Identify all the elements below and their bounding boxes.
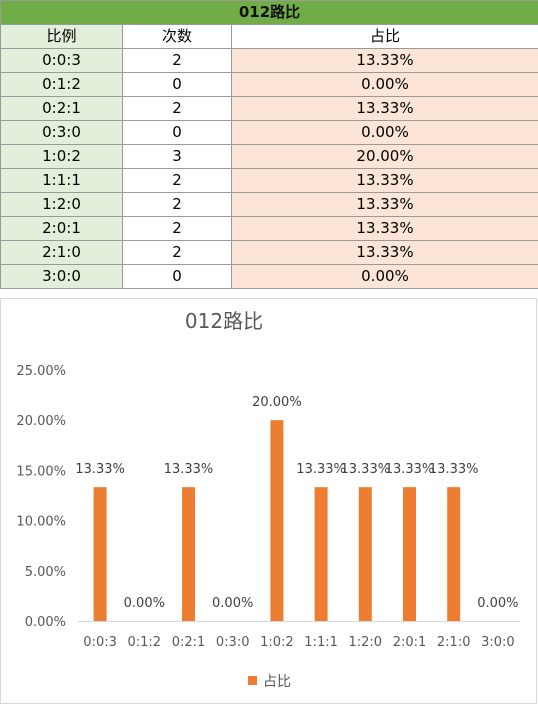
pct-cell[interactable]: 0.00% (230, 72, 538, 97)
ratio-cell[interactable]: 0:0:3 (0, 48, 123, 73)
y-tick-label: 10.00% (16, 515, 66, 530)
ratio-cell[interactable]: 1:0:2 (0, 144, 123, 169)
count-cell[interactable]: 2 (122, 216, 232, 241)
count-cell[interactable]: 3 (122, 144, 232, 169)
y-tick-label: 15.00% (16, 464, 66, 479)
pct-cell[interactable]: 0.00% (230, 120, 538, 145)
table-row: 3:0:0 0 0.00% (0, 264, 538, 289)
ratio-cell[interactable]: 2:1:0 (0, 240, 123, 265)
y-tick-label: 20.00% (16, 414, 66, 429)
pct-cell[interactable]: 13.33% (230, 192, 538, 217)
ratio-cell[interactable]: 1:2:0 (0, 192, 123, 217)
x-tick-label: 2:0:1 (393, 635, 427, 650)
legend-swatch (248, 676, 257, 685)
x-tick-label: 1:1:1 (304, 635, 338, 650)
x-tick-label: 1:2:0 (349, 635, 383, 650)
bar (182, 487, 195, 621)
pct-cell[interactable]: 20.00% (230, 144, 538, 169)
legend-label: 占比 (263, 674, 291, 690)
bar (314, 487, 328, 621)
data-table: 012路比 比例 次数 占比 0:0:3 2 13.33% 0:1:2 0 0.00% 0:… (0, 0, 538, 289)
count-cell[interactable]: 2 (122, 240, 232, 265)
ratio-cell[interactable]: 2:0:1 (0, 216, 123, 241)
data-label: 13.33% (164, 462, 214, 477)
table-row: 1:2:0 2 13.33% (0, 192, 538, 217)
x-tick-label: 0:2:1 (172, 635, 206, 650)
data-label: 0.00% (124, 596, 165, 611)
data-label: 13.33% (429, 462, 479, 477)
data-label: 13.33% (341, 462, 391, 477)
bar-chart[interactable]: 012路比 0.00% 5.00% 10.00% 15.00% 20.00% 25.00% 1… (0, 298, 537, 704)
pct-cell[interactable]: 0.00% (230, 264, 538, 289)
bar (358, 487, 372, 621)
count-cell[interactable]: 0 (122, 264, 232, 289)
table-row: 1:1:1 2 13.33% (0, 168, 538, 193)
header-pct[interactable]: 占比 (230, 24, 538, 49)
chart-title: 012路比 (185, 309, 263, 333)
ratio-cell[interactable]: 0:2:1 (0, 96, 123, 121)
bar (447, 487, 461, 621)
data-label: 13.33% (296, 462, 346, 477)
x-tick-label: 0:3:0 (216, 635, 250, 650)
y-tick-label: 0.00% (25, 615, 66, 630)
count-cell[interactable]: 2 (122, 48, 232, 73)
count-cell[interactable]: 0 (122, 72, 232, 97)
x-tick-label: 2:1:0 (437, 635, 471, 650)
header-ratio[interactable]: 比例 (0, 24, 123, 49)
table-row: 0:3:0 0 0.00% (0, 120, 538, 145)
table-row: 0:2:1 2 13.33% (0, 96, 538, 121)
ratio-cell[interactable]: 1:1:1 (0, 168, 123, 193)
pct-cell[interactable]: 13.33% (230, 216, 538, 241)
table-row: 2:1:0 2 13.33% (0, 240, 538, 265)
pct-cell[interactable]: 13.33% (230, 168, 538, 193)
x-tick-label: 0:1:2 (128, 635, 162, 650)
x-tick-label: 3:0:0 (481, 635, 515, 650)
header-count[interactable]: 次数 (122, 24, 232, 49)
x-tick-label: 0:0:3 (83, 635, 117, 650)
y-tick-label: 25.00% (16, 364, 66, 379)
count-cell[interactable]: 2 (122, 168, 232, 193)
table-row: 0:0:3 2 13.33% (0, 48, 538, 73)
ratio-cell[interactable]: 0:1:2 (0, 72, 123, 97)
data-label: 0.00% (477, 596, 518, 611)
data-label: 13.33% (385, 462, 435, 477)
x-tick-label: 1:0:2 (260, 635, 294, 650)
data-label: 13.33% (75, 462, 125, 477)
ratio-cell[interactable]: 0:3:0 (0, 120, 123, 145)
bar (270, 420, 284, 621)
table-title[interactable]: 012路比 (0, 0, 538, 25)
y-tick-label: 5.00% (25, 565, 66, 580)
pct-cell[interactable]: 13.33% (230, 48, 538, 73)
count-cell[interactable]: 2 (122, 192, 232, 217)
table-row: 2:0:1 2 13.33% (0, 216, 538, 241)
table-row: 1:0:2 3 20.00% (0, 144, 538, 169)
bar (93, 487, 107, 621)
pct-cell[interactable]: 13.33% (230, 240, 538, 265)
data-label: 0.00% (212, 596, 253, 611)
count-cell[interactable]: 2 (122, 96, 232, 121)
pct-cell[interactable]: 13.33% (230, 96, 538, 121)
table-row: 0:1:2 0 0.00% (0, 72, 538, 97)
ratio-cell[interactable]: 3:0:0 (0, 264, 123, 289)
count-cell[interactable]: 0 (122, 120, 232, 145)
bar (403, 487, 416, 621)
data-label: 20.00% (252, 395, 302, 410)
